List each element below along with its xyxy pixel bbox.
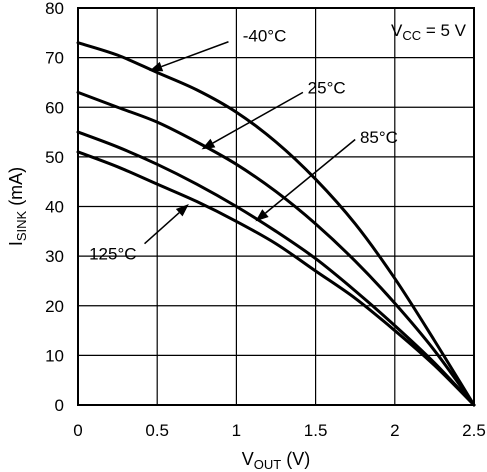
y-tick-label: 60	[45, 98, 64, 117]
y-tick-label: 30	[45, 247, 64, 266]
annotation-arrowhead	[175, 204, 189, 217]
series-label: -40°C	[243, 26, 287, 45]
x-axis-label: VOUT (V)	[242, 449, 310, 472]
series-label: 85°C	[360, 128, 398, 147]
supply-condition-label: VCC = 5 V	[391, 21, 467, 43]
x-tick-label: 1	[232, 421, 241, 440]
annotation-arrowhead	[255, 209, 269, 222]
y-tick-label: 10	[45, 346, 64, 365]
series-label: 125°C	[89, 245, 136, 264]
series-line-85°C	[76, 130, 476, 407]
x-tick-label: 1.5	[304, 421, 328, 440]
y-tick-label: 50	[45, 148, 64, 167]
tick-labels: 0 0.5 1 1.5 2 2.5 0 10 20 30 40 50 60 70 80	[45, 0, 486, 440]
grid	[78, 8, 474, 405]
curves	[76, 41, 476, 407]
annotation-arrow	[212, 91, 304, 144]
series-line-125°C	[76, 150, 476, 407]
x-tick-label: 2.5	[462, 421, 486, 440]
annotations: -40°C 25°C 85°C 125°C	[89, 26, 398, 263]
x-tick-label: 0	[73, 421, 82, 440]
plot-frame	[77, 7, 475, 406]
y-tick-label: 80	[45, 0, 64, 18]
annotation-arrow	[161, 41, 229, 68]
series-label: 25°C	[308, 78, 346, 97]
annotation-arrow	[264, 138, 356, 214]
x-tick-label: 2	[390, 421, 399, 440]
annotation-arrowhead	[149, 61, 164, 72]
series-line-25°C	[76, 90, 476, 407]
y-tick-label: 0	[55, 396, 64, 415]
y-axis-label: ISINK (mA)	[6, 167, 29, 246]
y-tick-label: 70	[45, 49, 64, 68]
series-line--40°C	[76, 41, 476, 407]
x-tick-label: 0.5	[145, 421, 169, 440]
annotation-arrowhead	[201, 138, 216, 150]
annotation-arrow	[144, 212, 180, 245]
y-tick-label: 20	[45, 297, 64, 316]
y-tick-label: 40	[45, 198, 64, 217]
